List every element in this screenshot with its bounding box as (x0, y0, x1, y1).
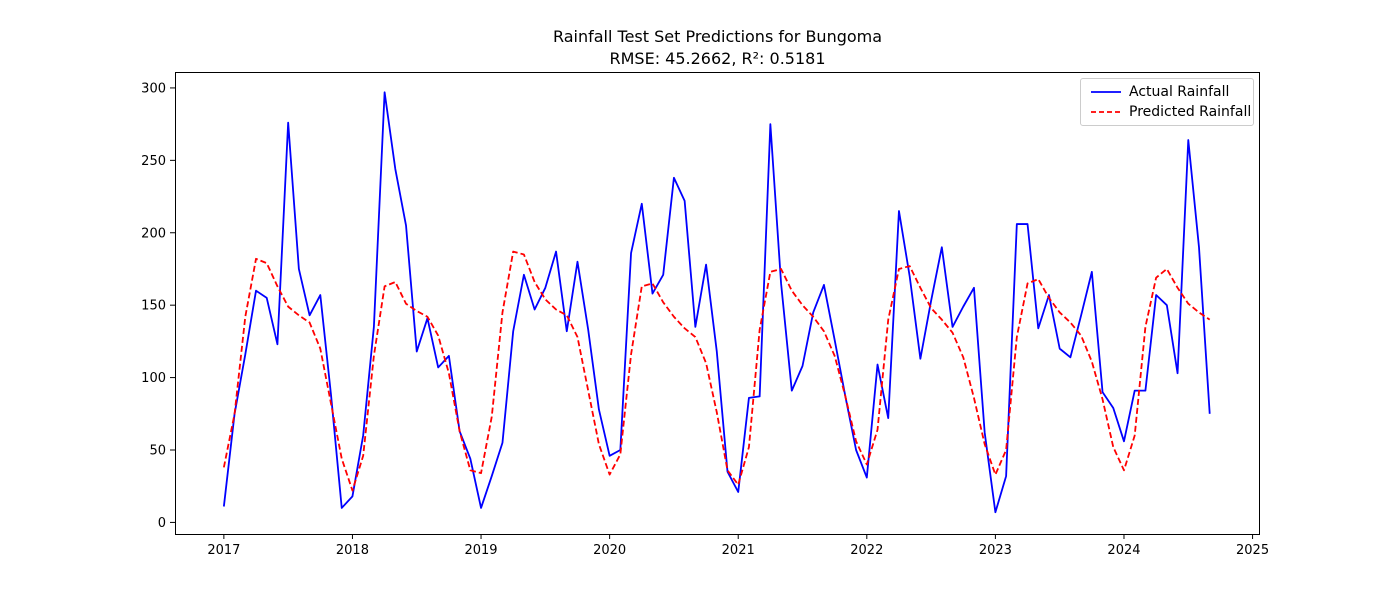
y-axis: 0 50 100 150 200 250 300 (141, 81, 175, 531)
x-tick-label: 2021 (722, 543, 755, 558)
x-tick-label: 2024 (1107, 543, 1140, 558)
plot-frame (175, 72, 1260, 535)
chart-title: Rainfall Test Set Predictions for Bungom… (552, 27, 883, 46)
legend-swatch-actual (1091, 91, 1121, 93)
legend-label-predicted: Predicted Rainfall (1129, 104, 1252, 120)
legend-label-actual: Actual Rainfall (1129, 84, 1230, 100)
y-tick-label: 50 (149, 444, 166, 459)
y-tick-label: 0 (158, 516, 166, 531)
x-tick-label: 2025 (1236, 543, 1269, 558)
legend-swatch-predicted (1091, 111, 1121, 113)
legend: Actual Rainfall Predicted Rainfall (1080, 78, 1254, 126)
y-tick-label: 250 (141, 154, 166, 169)
chart-subtitle: RMSE: 45.2662, R²: 0.5181 (609, 49, 826, 68)
y-tick-label: 150 (141, 299, 166, 314)
x-tick-label: 2022 (850, 543, 883, 558)
y-tick-label: 200 (141, 226, 166, 241)
series-line-predicted (222, 250, 1211, 492)
legend-item-actual: Actual Rainfall (1091, 82, 1229, 102)
x-tick-label: 2020 (593, 543, 626, 558)
x-tick-label: 2017 (207, 543, 240, 558)
x-tick-label: 2018 (336, 543, 369, 558)
series-line-actual (222, 91, 1211, 514)
x-axis: 2017 2018 2019 2020 2021 2022 2023 2024 2025 (207, 534, 1269, 558)
x-tick-label: 2019 (464, 543, 497, 558)
y-tick-label: 100 (141, 371, 166, 386)
y-tick-label: 300 (141, 81, 166, 96)
x-tick-label: 2023 (979, 543, 1012, 558)
legend-item-predicted: Predicted Rainfall (1091, 102, 1251, 122)
